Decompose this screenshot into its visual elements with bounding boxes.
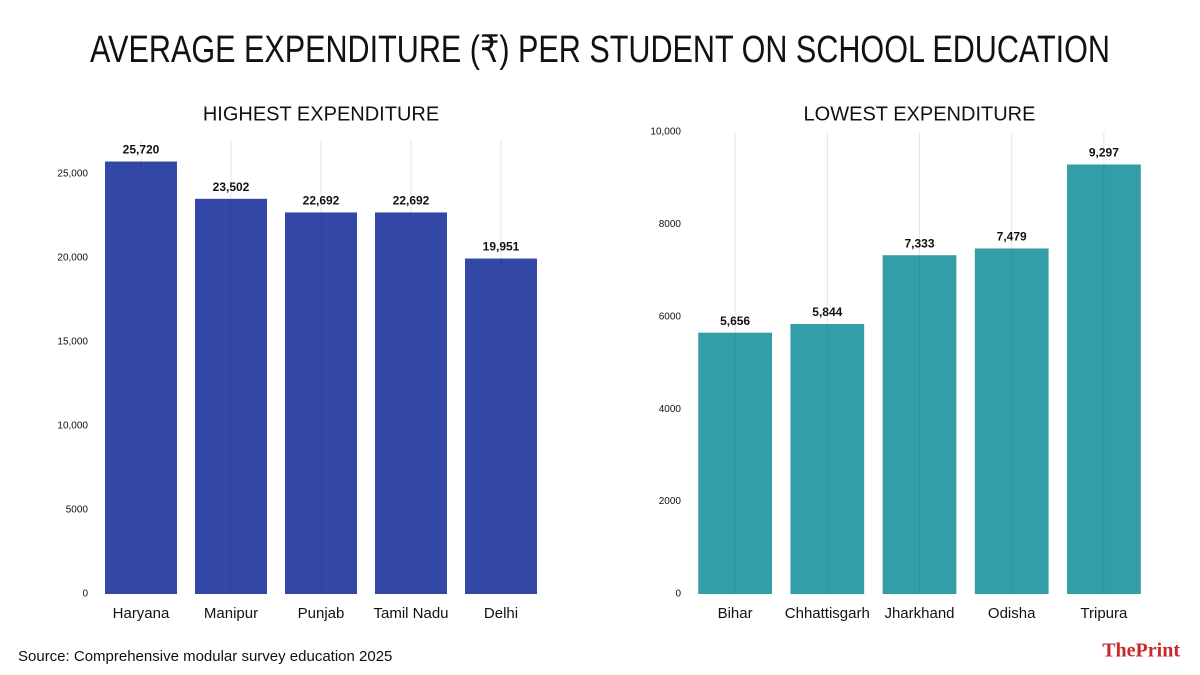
bar [195,198,267,594]
source: Source: Comprehensive modular survey edu… [18,648,392,665]
y-tick-label: 0 [82,589,88,600]
value-label: 5,656 [720,314,750,328]
y-tick-label: 5000 [66,505,89,516]
y-tick-label: 20,000 [57,252,88,263]
bar [1067,164,1141,594]
bar [882,255,957,594]
x-tick-label: Jharkhand [884,605,954,622]
value-label: 22,692 [303,194,340,208]
value-label: 19,951 [483,240,520,254]
y-tick-label: 2000 [659,496,682,507]
bar [790,324,865,594]
value-label: 9,297 [1089,146,1119,160]
value-label: 7,333 [904,236,934,250]
y-tick-label: 0 [675,589,681,600]
bar [285,212,357,594]
x-tick-label: Tamil Nadu [373,605,448,622]
y-tick-label: 25,000 [57,168,88,179]
page-title: AVERAGE EXPENDITURE (₹) PER STUDENT ON S… [90,29,1110,71]
y-tick-label: 10,000 [650,127,681,138]
y-tick-label: 8000 [659,219,682,230]
bar [375,212,447,594]
x-tick-label: Manipur [204,605,258,622]
bar [465,258,537,594]
x-tick-label: Punjab [298,605,345,622]
y-tick-label: 4000 [659,404,682,415]
value-label: 22,692 [393,194,430,208]
y-tick-label: 6000 [659,311,682,322]
value-label: 23,502 [213,180,250,194]
bar [974,248,1049,594]
y-tick-label: 15,000 [57,336,88,347]
bar [105,161,177,595]
x-tick-label: Delhi [484,605,518,622]
value-label: 25,720 [123,143,160,157]
x-tick-label: Bihar [718,605,753,622]
x-tick-label: Tripura [1080,605,1128,622]
logo: ThePrint [1102,640,1180,662]
value-label: 7,479 [997,230,1027,244]
x-tick-label: Chhattisgarh [785,605,870,622]
chart-title: HIGHEST EXPENDITURE [203,103,439,125]
chart-title: LOWEST EXPENDITURE [804,103,1036,125]
x-tick-label: Haryana [113,605,170,622]
bar [698,332,772,594]
value-label: 5,844 [812,305,842,319]
y-tick-label: 10,000 [57,420,88,431]
x-tick-label: Odisha [988,605,1036,622]
